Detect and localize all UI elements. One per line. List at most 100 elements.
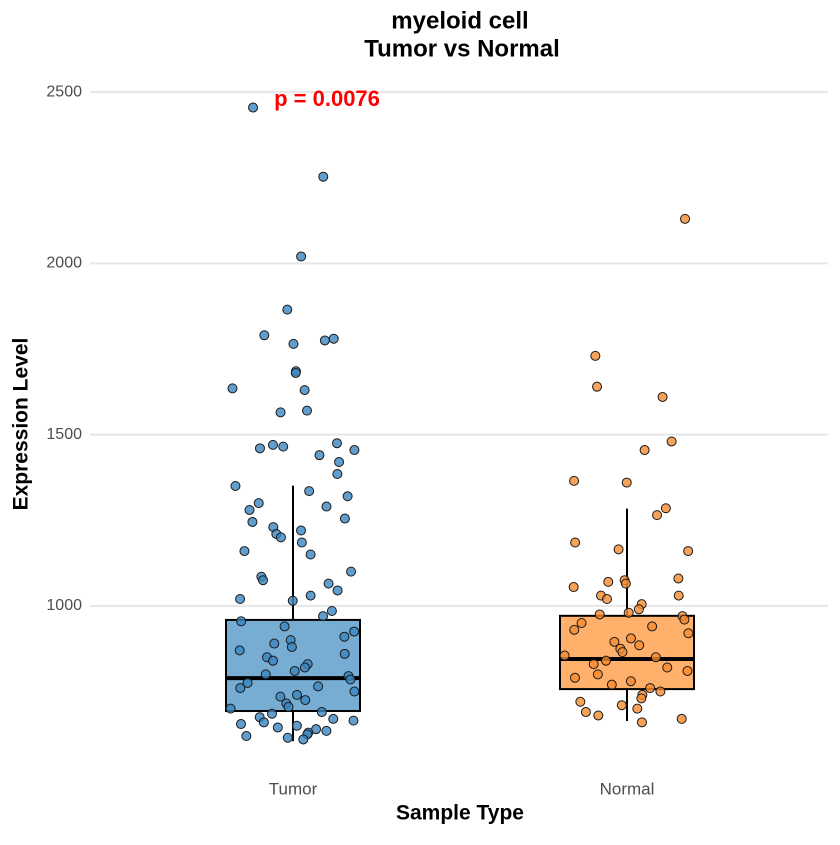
data-point <box>323 578 334 589</box>
chart-subtitle: Tumor vs Normal <box>364 35 560 62</box>
data-point <box>275 532 286 543</box>
data-point <box>576 618 587 628</box>
p-value-annotation: p = 0.0076 <box>274 86 380 111</box>
data-point <box>304 486 315 497</box>
data-point <box>258 575 269 586</box>
data-point <box>569 475 580 486</box>
y-tick-label: 2000 <box>46 255 82 272</box>
data-point <box>260 669 271 680</box>
data-point <box>235 683 246 694</box>
y-axis-label: Expression Level <box>10 338 33 511</box>
data-point <box>617 647 628 658</box>
data-point <box>568 582 579 593</box>
data-point <box>296 537 307 548</box>
data-point <box>291 720 302 731</box>
data-point <box>299 662 310 673</box>
data-point <box>227 383 238 394</box>
data-point <box>267 655 278 666</box>
data-point <box>590 350 601 361</box>
data-point <box>332 585 343 596</box>
data-point <box>328 713 339 724</box>
data-point <box>616 700 627 711</box>
data-point <box>334 457 345 468</box>
data-point <box>645 683 656 694</box>
data-point <box>559 650 570 661</box>
data-point <box>603 576 614 587</box>
data-point <box>632 703 643 714</box>
data-point <box>569 624 580 635</box>
data-point <box>580 707 591 718</box>
data-point <box>279 621 290 632</box>
data-point <box>239 546 250 557</box>
data-point <box>613 544 624 555</box>
y-tick-label: 2500 <box>46 83 82 100</box>
data-point <box>657 391 668 402</box>
data-point <box>592 669 603 680</box>
data-point <box>647 621 658 632</box>
data-point <box>636 693 647 704</box>
data-point <box>247 516 258 527</box>
data-point <box>345 674 356 685</box>
data-point <box>662 662 673 673</box>
data-point <box>287 595 298 606</box>
data-point <box>348 715 359 726</box>
data-point <box>339 648 350 659</box>
data-point <box>621 477 632 488</box>
y-tick-label: 1500 <box>46 426 82 443</box>
data-point <box>575 696 586 707</box>
y-tick-label: 1000 <box>46 597 82 614</box>
data-point <box>673 590 684 601</box>
data-point <box>609 636 620 647</box>
data-point <box>652 510 663 521</box>
data-point <box>683 628 694 639</box>
data-point <box>254 443 265 454</box>
data-point <box>225 703 236 714</box>
data-point <box>267 439 278 450</box>
data-point <box>339 631 350 642</box>
data-point <box>650 652 661 663</box>
data-point <box>570 537 581 548</box>
data-point <box>600 655 611 666</box>
data-point <box>676 713 687 724</box>
data-point <box>569 672 580 683</box>
data-point <box>253 498 264 509</box>
data-point <box>290 367 301 378</box>
x-axis-label: Sample Type <box>396 802 524 825</box>
data-point <box>248 102 259 113</box>
data-point <box>636 717 647 728</box>
data-point <box>269 638 280 649</box>
data-point <box>282 304 293 315</box>
data-point <box>235 594 246 605</box>
data-point <box>349 445 360 456</box>
data-point <box>331 438 342 449</box>
data-point <box>655 686 666 697</box>
data-point <box>291 689 302 700</box>
data-point <box>296 251 307 262</box>
data-point <box>305 590 316 601</box>
data-point <box>318 611 329 622</box>
data-point <box>299 385 310 396</box>
data-point <box>623 607 634 618</box>
data-point <box>339 513 350 524</box>
data-point <box>594 609 605 620</box>
data-point <box>683 546 694 557</box>
x-tick-label: Normal <box>600 779 655 798</box>
data-point <box>302 405 313 416</box>
data-point <box>625 676 636 687</box>
data-point <box>314 450 325 461</box>
chart-title: myeloid cell <box>391 7 528 34</box>
data-point <box>625 633 636 644</box>
data-point <box>286 641 297 652</box>
data-point <box>266 708 277 719</box>
data-point <box>349 686 360 697</box>
data-point <box>305 549 316 560</box>
data-point <box>300 695 311 706</box>
data-point <box>673 573 684 584</box>
data-point <box>230 481 241 491</box>
data-point <box>601 594 612 605</box>
data-point <box>326 606 337 617</box>
data-point <box>321 501 332 512</box>
data-point <box>283 701 294 712</box>
